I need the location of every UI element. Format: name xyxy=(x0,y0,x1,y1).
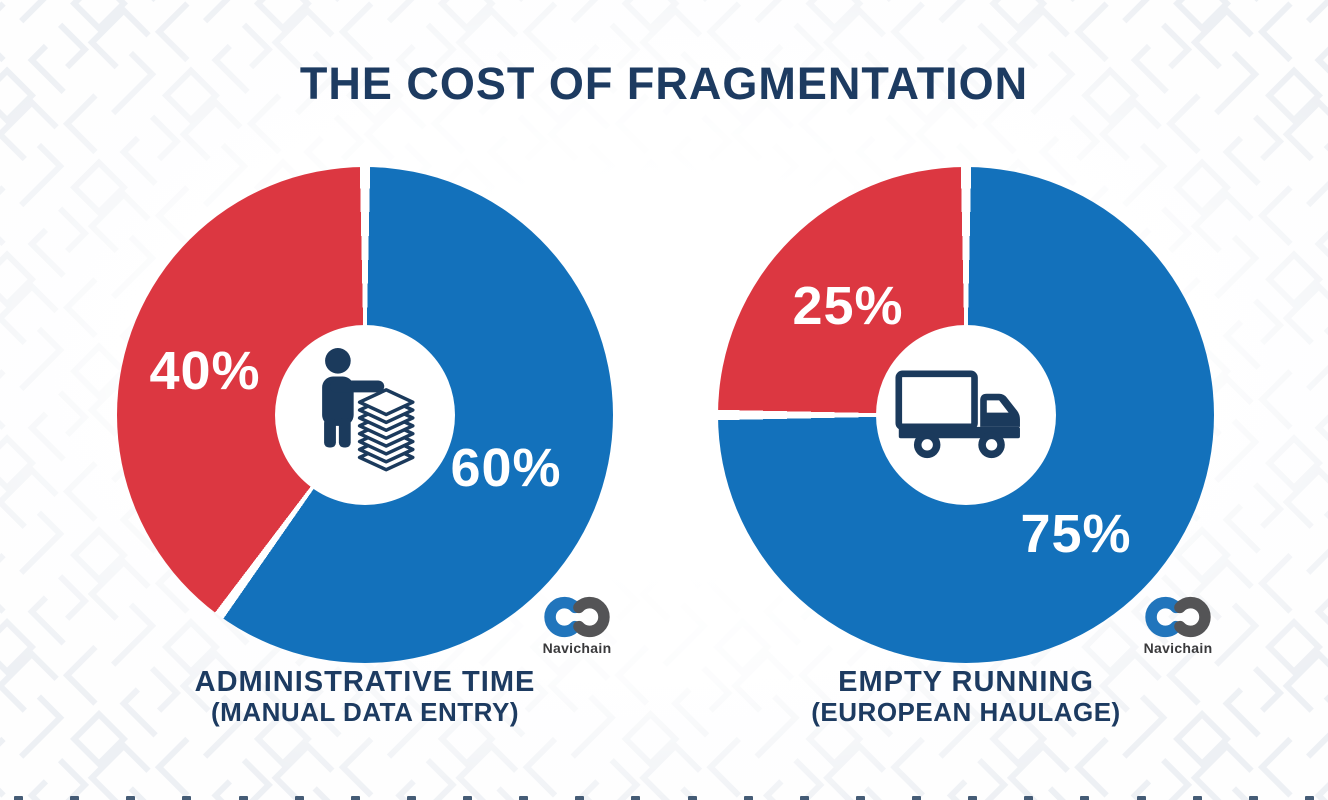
navichain-logo-icon xyxy=(1145,596,1211,638)
chart-caption: EMPTY RUNNING (EUROPEAN HAULAGE) xyxy=(658,666,1274,728)
person-with-documents-icon xyxy=(322,347,415,472)
navichain-logo-icon xyxy=(544,596,610,638)
slice-label-blue: 75% xyxy=(1020,504,1132,564)
chart-caption: ADMINISTRATIVE TIME (MANUAL DATA ENTRY) xyxy=(57,666,673,728)
navichain-logo: Navichain xyxy=(1128,595,1228,656)
donut-center xyxy=(275,325,455,505)
pie-chart-empty-running: 25% 75% xyxy=(718,167,1214,663)
chart-caption-title: ADMINISTRATIVE TIME xyxy=(194,666,536,698)
pie-chart-administrative-time: 40% 60% xyxy=(117,167,613,663)
donut-center xyxy=(876,325,1056,505)
chart-caption-subtitle: (MANUAL DATA ENTRY) xyxy=(211,697,519,728)
chart-caption-title: EMPTY RUNNING xyxy=(838,666,1094,698)
chart-administrative-time: 40% 60% xyxy=(117,167,613,777)
navichain-logo-text: Navichain xyxy=(1143,640,1213,656)
navichain-logo: Navichain xyxy=(527,595,627,656)
truck-icon xyxy=(895,370,1020,458)
slice-label-blue: 60% xyxy=(450,438,562,498)
chart-caption-subtitle: (EUROPEAN HAULAGE) xyxy=(811,697,1121,728)
slice-label-red: 40% xyxy=(149,341,261,401)
slice-label-red: 25% xyxy=(792,276,904,336)
navichain-logo-text: Navichain xyxy=(542,640,612,656)
page-title: THE COST OF FRAGMENTATION xyxy=(299,58,1029,109)
chart-empty-running: 25% 75% Navichain EMPTY xyxy=(718,167,1214,777)
bottom-edge-marks xyxy=(0,796,1328,800)
